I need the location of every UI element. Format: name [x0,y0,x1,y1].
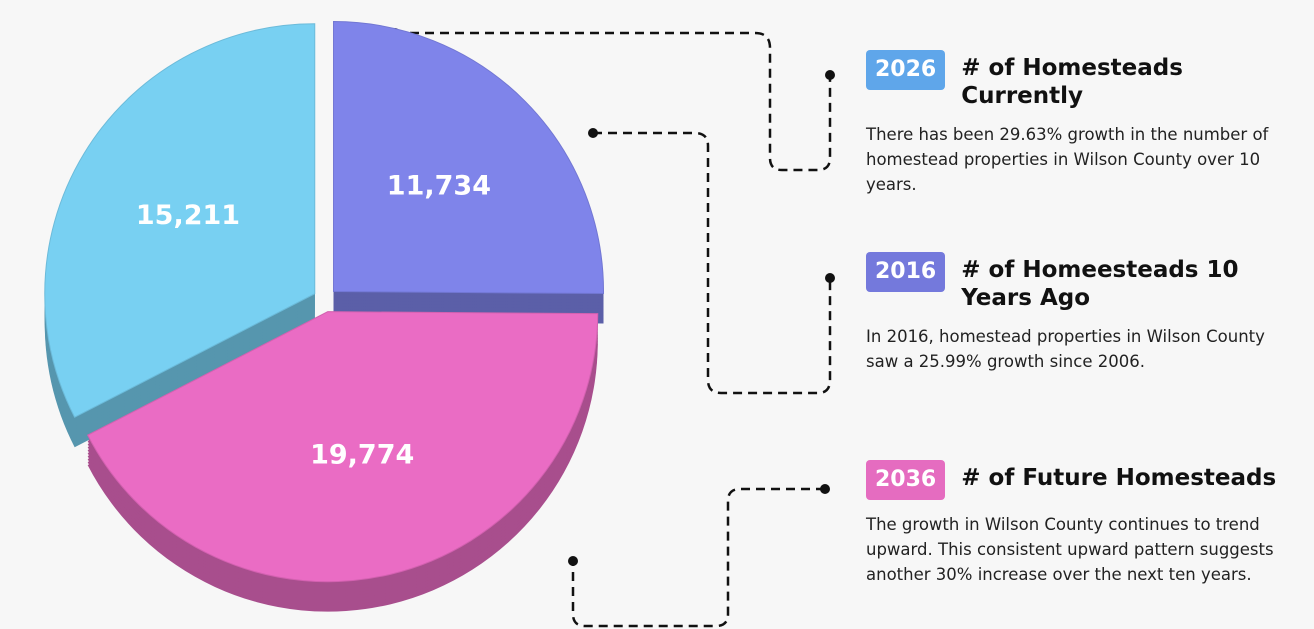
connector [571,487,825,628]
callout: 2016 # of Homeesteads 10 Years Ago In 2016… [866,252,1306,374]
pie: 11,734 19,774 15,211 [44,21,605,612]
callout: 2036 # of Future Homesteads The growth in … [866,460,1306,587]
callout-text: In 2016, homestead properties in Wilson … [866,327,1265,371]
connector-dots [390,28,835,566]
callout-head: 2026 # of Homesteads Currently [866,50,1306,110]
callout-head: 2016 # of Homeesteads 10 Years Ago [866,252,1306,312]
callout-title: # of Homeesteads 10 Years Ago [961,257,1239,311]
slice-label: 15,211 [136,200,240,231]
year-badge: 2016 [866,252,946,292]
slice [44,23,316,418]
year-badge: 2036 [866,460,946,500]
dot [588,128,598,138]
dot [825,273,835,283]
dot [825,70,835,80]
connectors [395,31,832,628]
slice [86,311,599,583]
connector [593,131,832,395]
dot [568,556,578,566]
connector [395,31,832,172]
callout-text: The growth in Wilson County continues to… [866,515,1274,584]
callout-head: 2036 # of Future Homesteads [866,460,1306,500]
callout-title: # of Homesteads Currently [961,55,1183,109]
slice [333,21,605,295]
callout: 2026 # of Homesteads Currently There has b… [866,50,1306,197]
slice-label: 19,774 [310,440,414,471]
slice-label: 11,734 [387,170,491,201]
year-badge: 2026 [866,50,946,90]
dot [820,484,830,494]
callout-text: There has been 29.63% growth in the numb… [866,125,1269,194]
callout-title: # of Future Homesteads [961,465,1277,491]
